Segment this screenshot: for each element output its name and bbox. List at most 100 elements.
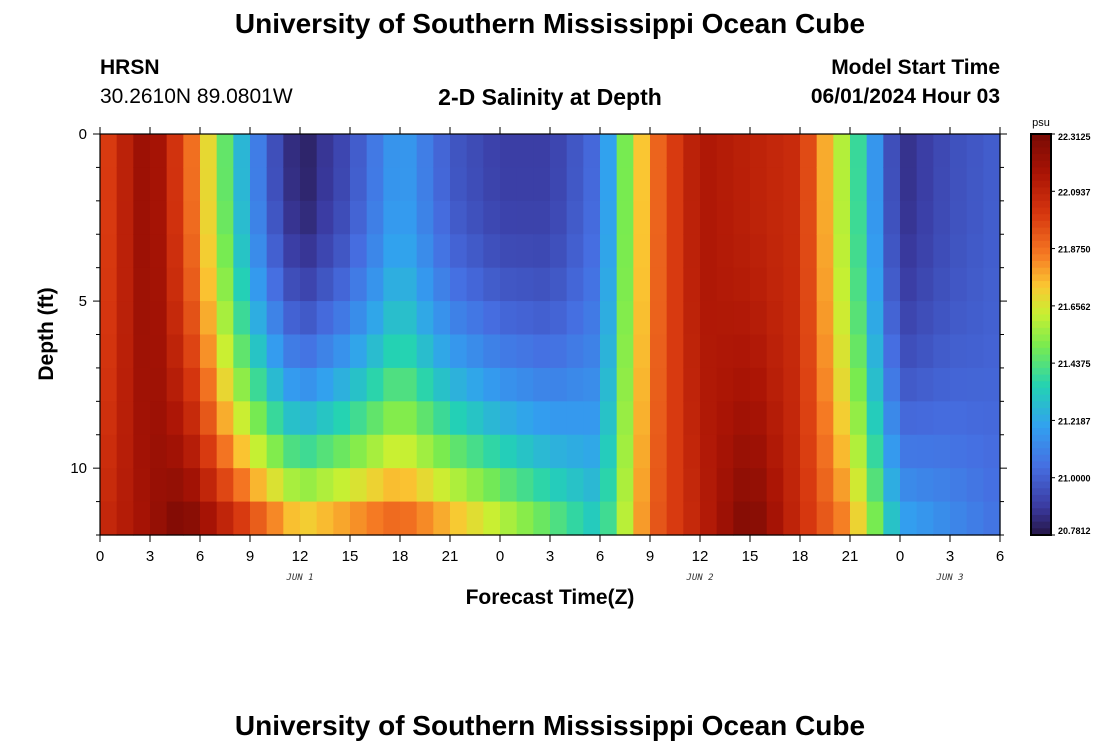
heatmap-cell [383, 167, 401, 202]
heatmap-cell [183, 501, 201, 536]
heatmap-cell [283, 468, 301, 503]
heatmap-cell [116, 134, 134, 169]
heatmap-cell [283, 167, 301, 202]
heatmap-cell [216, 367, 234, 402]
heatmap-cell [516, 434, 534, 469]
station-location: 30.2610N 89.0801W [100, 85, 293, 108]
heatmap-cell [583, 301, 601, 336]
heatmap-cell [250, 401, 268, 436]
heatmap-cell [316, 501, 334, 536]
heatmap-cell [700, 134, 718, 169]
heatmap-cell [150, 234, 168, 269]
heatmap-cell [333, 234, 351, 269]
colorbar-segment [1031, 354, 1051, 362]
heatmap-cell [916, 200, 934, 235]
heatmap-cell [950, 267, 968, 302]
heatmap-cell [383, 234, 401, 269]
heatmap-cell [766, 434, 784, 469]
heatmap-cell [466, 367, 484, 402]
heatmap-cell [433, 167, 451, 202]
heatmap-cell [866, 301, 884, 336]
heatmap-cell [183, 134, 201, 169]
heatmap-cell [833, 334, 851, 369]
heatmap-cell [516, 267, 534, 302]
heatmap-cell [800, 501, 818, 536]
heatmap-cell [433, 234, 451, 269]
heatmap-cell [850, 334, 868, 369]
heatmap-cell [716, 501, 734, 536]
heatmap-cell [216, 401, 234, 436]
heatmap-cell [716, 367, 734, 402]
heatmap-cell [250, 367, 268, 402]
heatmap-cell [350, 267, 368, 302]
heatmap-cell [683, 501, 701, 536]
heatmap-cell [866, 134, 884, 169]
colorbar-segment [1031, 307, 1051, 315]
heatmap-cell [933, 200, 951, 235]
colorbar-segment [1031, 140, 1051, 148]
heatmap-cell [383, 267, 401, 302]
heatmap-cell [983, 267, 1001, 302]
heatmap-cell [283, 434, 301, 469]
heatmap-cell [800, 200, 818, 235]
colorbar-segment [1031, 281, 1051, 289]
heatmap-cell [716, 468, 734, 503]
heatmap-cell [166, 134, 184, 169]
heatmap-cell [400, 334, 418, 369]
heatmap-cell [250, 434, 268, 469]
heatmap-cell [216, 501, 234, 536]
heatmap-cell [616, 434, 634, 469]
colorbar-segment [1031, 367, 1051, 376]
heatmap-cell [900, 468, 918, 503]
heatmap-cell [983, 167, 1001, 202]
heatmap-cell [133, 267, 151, 302]
heatmap-cell [683, 134, 701, 169]
colorbar-segment [1031, 408, 1051, 416]
colorbar-segment [1031, 347, 1051, 356]
heatmap-cell [400, 501, 418, 536]
colorbar-segment [1031, 167, 1051, 175]
heatmap-cell [733, 468, 751, 503]
heatmap-cell [833, 301, 851, 336]
heatmap-cell [633, 334, 651, 369]
heatmap-cell [683, 200, 701, 235]
heatmap-cell [633, 367, 651, 402]
heatmap-cell [266, 367, 284, 402]
x-tick-label: 0 [496, 548, 504, 565]
heatmap-cell [300, 200, 318, 235]
heatmap-cell [400, 267, 418, 302]
heatmap-cell [566, 334, 584, 369]
heatmap-cell [250, 468, 268, 503]
heatmap-cell [633, 267, 651, 302]
heatmap-cell [933, 468, 951, 503]
heatmap-cell [233, 501, 251, 536]
colorbar-segment [1031, 240, 1051, 249]
colorbar-segment [1031, 341, 1051, 349]
heatmap-cell [366, 267, 384, 302]
heatmap-cell [133, 134, 151, 169]
heatmap-cell [100, 200, 118, 235]
heatmap-cell [966, 267, 984, 302]
heatmap-cell [516, 501, 534, 536]
heatmap-cell [816, 434, 834, 469]
heatmap-cell [833, 200, 851, 235]
heatmap-cell [816, 501, 834, 536]
heatmap-cell [350, 401, 368, 436]
heatmap-cell [233, 334, 251, 369]
heatmap-cell [866, 267, 884, 302]
heatmap-cell [400, 367, 418, 402]
heatmap-cell [950, 134, 968, 169]
heatmap-cell [450, 434, 468, 469]
heatmap-cell [200, 301, 218, 336]
heatmap-cell [583, 501, 601, 536]
heatmap-cell [333, 468, 351, 503]
x-tick-label: 6 [996, 548, 1004, 565]
heatmap-cell [783, 434, 801, 469]
heatmap-cell [883, 434, 901, 469]
heatmap-cell [766, 501, 784, 536]
heatmap-cell [983, 334, 1001, 369]
heatmap-cell [533, 134, 551, 169]
heatmap-cell [683, 167, 701, 202]
heatmap-cell [350, 234, 368, 269]
heatmap-cell [433, 401, 451, 436]
